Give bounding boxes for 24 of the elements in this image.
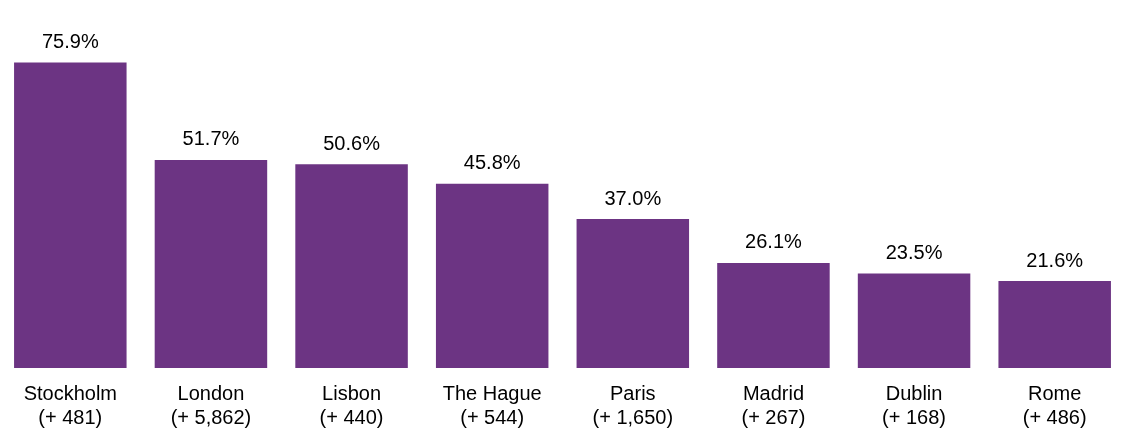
data-label: 26.1% [745, 230, 802, 253]
data-label: 21.6% [1026, 248, 1084, 271]
x-tick-label: Stockholm (+ 481) [23, 381, 117, 428]
data-label: 37.0% [604, 186, 662, 209]
bar [857, 273, 971, 368]
x-tick-label: London (+ 5,862) [170, 381, 252, 428]
x-tick-label: The Hague (+ 544) [442, 381, 542, 428]
x-tick-label: Dublin (+ 168) [882, 381, 947, 428]
bar [295, 164, 408, 368]
bar [576, 219, 690, 368]
data-label: 75.9% [41, 30, 99, 53]
bar [154, 159, 268, 368]
bar [998, 281, 1111, 368]
x-tick-label: Madrid (+ 267) [741, 381, 806, 428]
x-tick-label: Lisbon (+ 440) [319, 381, 384, 428]
bar [717, 262, 830, 368]
x-tick-label: Paris (+ 1,650) [592, 381, 674, 428]
data-label: 23.5% [885, 240, 943, 263]
bar [435, 183, 549, 368]
data-label: 51.7% [182, 127, 240, 150]
x-tick-label: Rome (+ 486) [1022, 381, 1087, 428]
data-label: 50.6% [323, 131, 381, 154]
data-label: 45.8% [463, 151, 521, 174]
bar [14, 62, 127, 368]
